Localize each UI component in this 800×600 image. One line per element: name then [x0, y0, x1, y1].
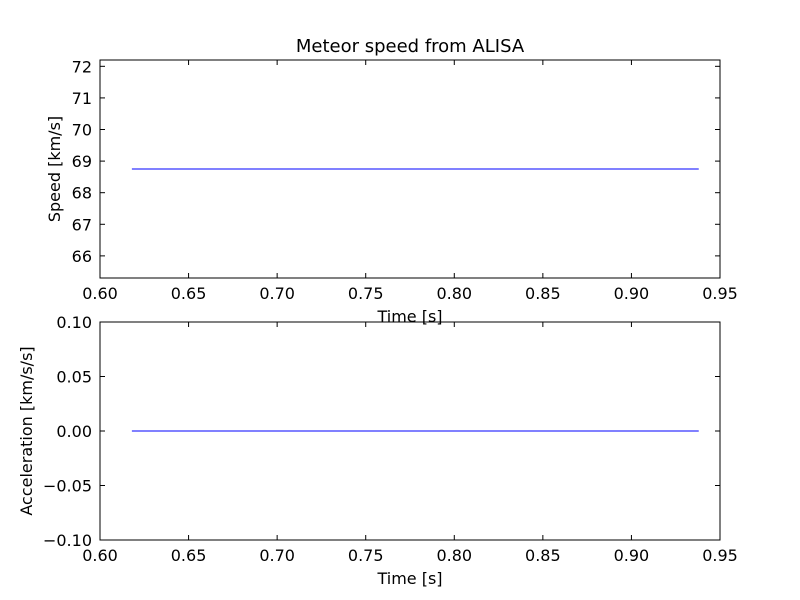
- speed-chart-title: Meteor speed from ALISA: [296, 36, 525, 57]
- accel-ytick-label: 0.10: [56, 313, 92, 332]
- accel-xtick-label: 0.60: [82, 546, 118, 565]
- accel-ytick-label: 0.05: [56, 368, 92, 387]
- speed-panel: 0.60 0.65 0.70 0.75 0.80 0.85 0.90 0.95 66 67 68 69…: [45, 36, 738, 326]
- speed-xtick-label: 0.70: [259, 284, 295, 303]
- accel-xtick-label: 0.70: [259, 546, 295, 565]
- speed-xtick-label: 0.95: [702, 284, 738, 303]
- accel-xtick-label: 0.75: [348, 546, 384, 565]
- accel-ytick-label: −0.05: [43, 477, 92, 496]
- speed-xtick-label: 0.60: [82, 284, 118, 303]
- accel-xtick-label: 0.90: [614, 546, 650, 565]
- speed-ytick-label: 67: [72, 215, 92, 234]
- acceleration-panel: 0.60 0.65 0.70 0.75 0.80 0.85 0.90 0.95 −0.10 −0.…: [17, 313, 738, 588]
- speed-ytick-label: 70: [72, 121, 92, 140]
- speed-ytick-label: 66: [72, 247, 92, 266]
- speed-y-axis-label: Speed [km/s]: [45, 116, 64, 222]
- speed-xtick-label: 0.75: [348, 284, 384, 303]
- speed-xtick-label: 0.85: [525, 284, 561, 303]
- speed-ytick-label: 72: [72, 57, 92, 76]
- accel-xtick-label: 0.65: [171, 546, 207, 565]
- accel-y-axis-label: Acceleration [km/s/s]: [17, 346, 36, 515]
- speed-ytick-label: 68: [72, 184, 92, 203]
- accel-xtick-label: 0.95: [702, 546, 738, 565]
- speed-axes-frame: [99, 59, 721, 279]
- accel-ytick-label: 0.00: [56, 422, 92, 441]
- speed-ytick-label: 71: [72, 89, 92, 108]
- speed-xtick-label: 0.65: [171, 284, 207, 303]
- speed-x-axis-label: Time [s]: [376, 307, 442, 326]
- accel-xtick-label: 0.80: [436, 546, 472, 565]
- speed-xtick-label: 0.90: [614, 284, 650, 303]
- speed-xtick-label: 0.80: [436, 284, 472, 303]
- accel-ytick-label: −0.10: [43, 531, 92, 550]
- accel-xtick-label: 0.85: [525, 546, 561, 565]
- speed-ytick-label: 69: [72, 152, 92, 171]
- accel-x-axis-label: Time [s]: [376, 569, 442, 588]
